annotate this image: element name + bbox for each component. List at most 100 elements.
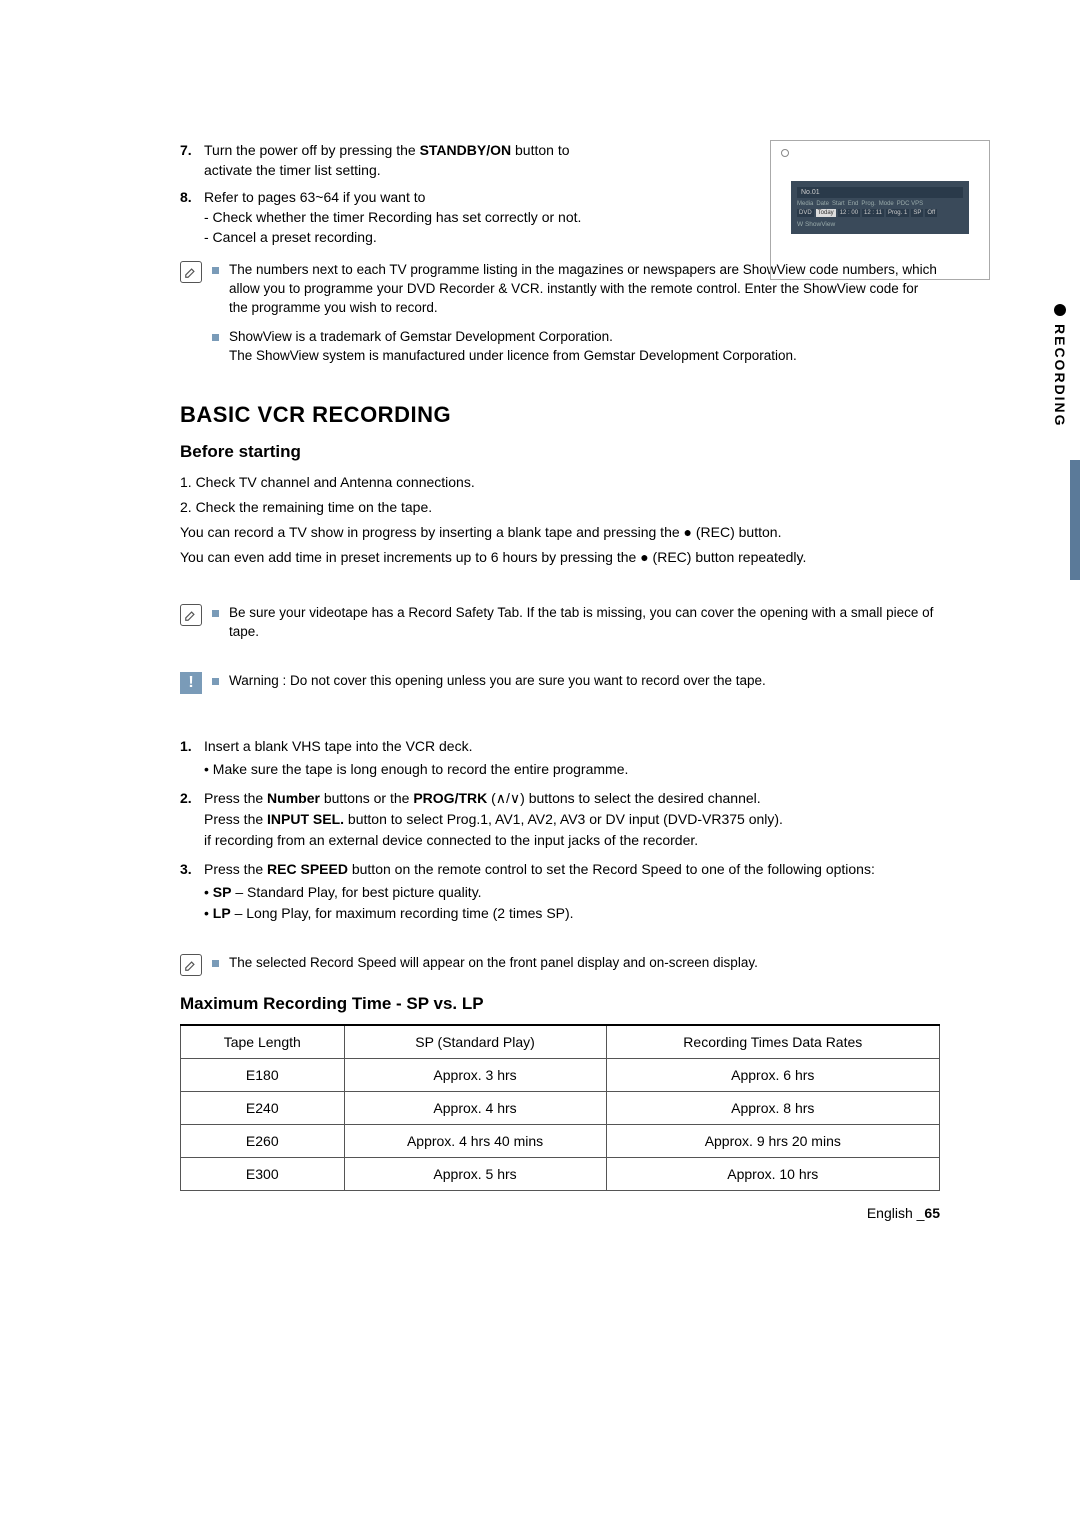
step-num: 3. [180, 859, 204, 924]
td: Approx. 4 hrs 40 mins [344, 1124, 606, 1157]
th: Media [797, 201, 813, 207]
note-text: Be sure your videotape has a Record Safe… [229, 604, 940, 642]
tc: Off [925, 209, 937, 217]
timer-row: DVD Today 12 : 00 12 : 11 Prog. 1 SP Off [797, 209, 963, 217]
tc: SP [911, 209, 923, 217]
body-text: 1. Check TV channel and Antenna connecti… [180, 472, 940, 493]
t: SP – Standard Play, for best picture qua… [204, 882, 875, 903]
bullet-icon [212, 267, 219, 274]
t-bold: REC SPEED [267, 861, 348, 877]
t-bold: PROG/TRK [413, 790, 487, 806]
td: Approx. 9 hrs 20 mins [606, 1124, 939, 1157]
step-body: Press the Number buttons or the PROG/TRK… [204, 788, 783, 851]
recording-time-table: Tape Length SP (Standard Play) Recording… [180, 1024, 940, 1191]
th: Start [832, 201, 845, 207]
td: Approx. 10 hrs [606, 1157, 939, 1190]
footer-lang: English _ [867, 1205, 925, 1221]
th: Prog. [861, 201, 875, 207]
step-body: Press the REC SPEED button on the remote… [204, 859, 875, 924]
page-footer: English _65 [867, 1205, 940, 1221]
table-row: E260 Approx. 4 hrs 40 mins Approx. 9 hrs… [181, 1124, 940, 1157]
t: Turn the power off by pressing the [204, 142, 420, 158]
pager-dots: · · · [866, 264, 893, 273]
warning-text: Warning : Do not cover this opening unle… [229, 672, 940, 691]
td: E300 [181, 1157, 345, 1190]
t: The ShowView system is manufactured unde… [229, 347, 940, 366]
table-row: E180 Approx. 3 hrs Approx. 6 hrs [181, 1058, 940, 1091]
footer-page-number: 65 [924, 1205, 940, 1221]
td: E240 [181, 1091, 345, 1124]
note-icon [180, 261, 202, 283]
recording-steps: 1. Insert a blank VHS tape into the VCR … [180, 736, 940, 924]
t-bold: Number [267, 790, 320, 806]
timer-dialog: No.01 Media Date Start End Prog. Mode PD… [791, 181, 969, 234]
t: – Standard Play, for best picture qualit… [231, 884, 481, 900]
timer-headers: Media Date Start End Prog. Mode PDC VPS [797, 201, 963, 207]
pencil-note-icon [184, 958, 198, 972]
note-text: ShowView is a trademark of Gemstar Devel… [229, 328, 940, 366]
note-row: Be sure your videotape has a Record Safe… [180, 604, 940, 642]
tc: Today [816, 209, 836, 217]
td: Approx. 3 hrs [344, 1058, 606, 1091]
t-bold: LP [213, 905, 231, 921]
t: Press the [204, 861, 267, 877]
table-row: E300 Approx. 5 hrs Approx. 10 hrs [181, 1157, 940, 1190]
t: - Cancel a preset recording. [204, 227, 581, 247]
showview-label: W ShowView [797, 221, 963, 228]
note-row: The selected Record Speed will appear on… [180, 954, 940, 976]
tc: 12 : 00 [838, 209, 860, 217]
tc: Prog. 1 [886, 209, 909, 217]
sub-heading-before-starting: Before starting [180, 442, 940, 462]
bullet-icon [212, 334, 219, 341]
th: Tape Length [181, 1025, 345, 1059]
step-num: 8. [180, 187, 204, 248]
step-8: 8. Refer to pages 63~64 if you want to -… [180, 187, 600, 248]
side-tab: RECORDING [1040, 300, 1080, 620]
t: button to select Prog.1, AV1, AV2, AV3 o… [344, 811, 783, 827]
th: Date [816, 201, 829, 207]
t: Press the [204, 790, 267, 806]
t-bold: INPUT SEL. [267, 811, 344, 827]
note-icon [180, 954, 202, 976]
side-tab-bar [1070, 460, 1080, 580]
th: Mode [879, 201, 894, 207]
step-text: Refer to pages 63~64 if you want to - Ch… [204, 187, 581, 248]
step-text: Turn the power off by pressing the STAND… [204, 140, 600, 181]
t: if recording from an external device con… [204, 830, 783, 851]
t: Insert a blank VHS tape into the VCR dec… [204, 736, 628, 757]
th: SP (Standard Play) [344, 1025, 606, 1059]
bullet-icon [212, 610, 219, 617]
th: End [848, 201, 859, 207]
t: - Check whether the timer Recording has … [204, 207, 581, 227]
sub-heading-table: Maximum Recording Time - SP vs. LP [180, 994, 940, 1014]
step-3: 3. Press the REC SPEED button on the rem… [180, 859, 940, 924]
td: Approx. 6 hrs [606, 1058, 939, 1091]
th: PDC VPS [897, 201, 923, 207]
td: Approx. 5 hrs [344, 1157, 606, 1190]
t: ShowView is a trademark of Gemstar Devel… [229, 328, 940, 347]
table-row: E240 Approx. 4 hrs Approx. 8 hrs [181, 1091, 940, 1124]
step-num: 1. [180, 736, 204, 780]
step-1: 1. Insert a blank VHS tape into the VCR … [180, 736, 940, 780]
warning-row: ! Warning : Do not cover this opening un… [180, 672, 940, 694]
pencil-note-icon [184, 265, 198, 279]
t: Make sure the tape is long enough to rec… [204, 759, 628, 780]
body-text: 2. Check the remaining time on the tape. [180, 497, 940, 518]
top-ordered-list: 7. Turn the power off by pressing the ST… [180, 140, 600, 247]
t: button on the remote control to set the … [348, 861, 875, 877]
timer-screenshot: No.01 Media Date Start End Prog. Mode PD… [770, 140, 990, 280]
tc: DVD [797, 209, 814, 217]
step-num: 7. [180, 140, 204, 181]
body-text: You can even add time in preset incremen… [180, 547, 940, 568]
t: – Long Play, for maximum recording time … [231, 905, 574, 921]
side-tab-dot [1054, 304, 1066, 316]
side-tab-label: RECORDING [1052, 324, 1068, 428]
t: buttons or the [320, 790, 413, 806]
body-text: You can record a TV show in progress by … [180, 522, 940, 543]
timer-dialog-title: No.01 [797, 187, 963, 198]
page-content: No.01 Media Date Start End Prog. Mode PD… [180, 140, 940, 1191]
bullet-icon [212, 678, 219, 685]
step-body: Insert a blank VHS tape into the VCR dec… [204, 736, 628, 780]
t: Press the [204, 811, 267, 827]
th: Recording Times Data Rates [606, 1025, 939, 1059]
